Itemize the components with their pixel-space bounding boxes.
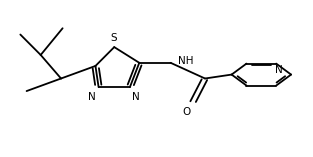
Text: N: N (89, 92, 96, 102)
Text: S: S (110, 33, 117, 43)
Text: N: N (132, 92, 140, 102)
Text: N: N (275, 65, 283, 75)
Text: O: O (183, 107, 191, 117)
Text: NH: NH (178, 56, 194, 66)
